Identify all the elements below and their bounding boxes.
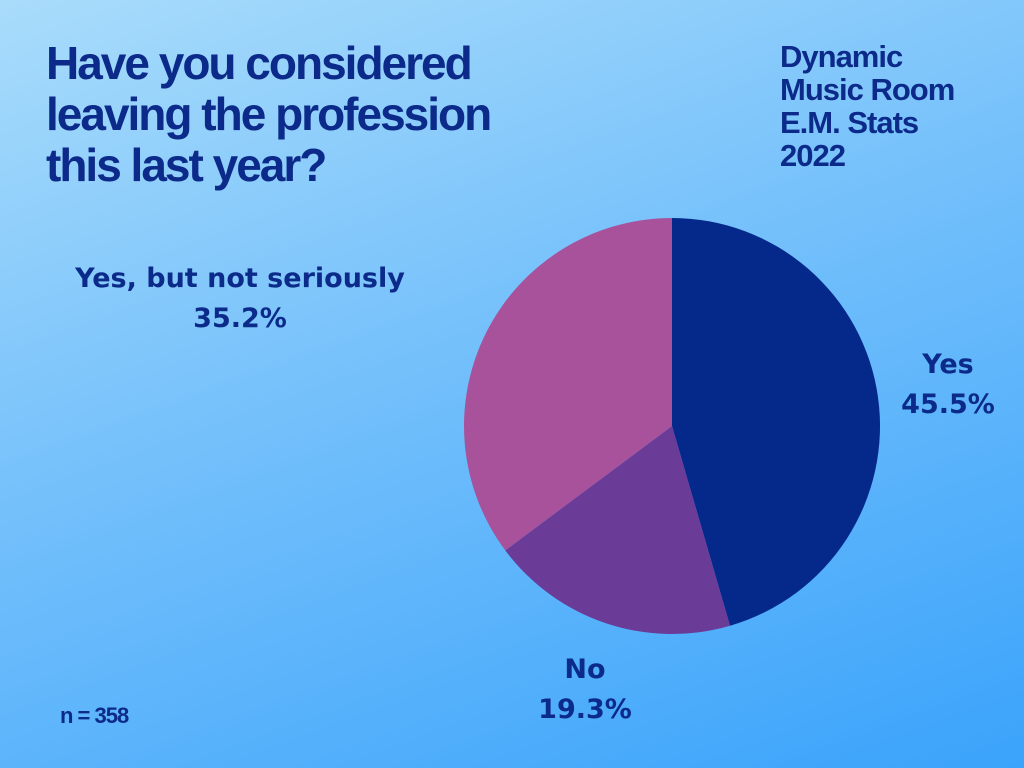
pie-slice-yes-but-not-seriously — [463, 218, 672, 551]
slice-label-name: Yes — [922, 349, 974, 380]
pie-slice-yes — [672, 218, 881, 626]
slice-label-no: No 19.3% — [520, 650, 650, 730]
brand-line: 2022 — [780, 138, 846, 173]
slice-label-name: No — [564, 654, 606, 685]
pie-slice-no — [505, 426, 731, 635]
sample-size-note: n = 358 — [60, 703, 129, 728]
chart-title-line: this last year? — [46, 139, 327, 191]
brand-line: Dynamic — [780, 39, 903, 74]
slice-label-value: 45.5% — [901, 389, 995, 420]
brand-line: E.M. Stats — [780, 105, 919, 140]
slice-label-value: 35.2% — [193, 303, 287, 334]
brand-block: Dynamic Music Room E.M. Stats 2022 — [780, 40, 1010, 172]
chart-title: Have you considered leaving the professi… — [46, 38, 646, 191]
slice-label-value: 19.3% — [538, 694, 632, 725]
slice-label-yes: Yes 45.5% — [888, 345, 1008, 425]
brand-line: Music Room — [780, 72, 955, 107]
chart-title-line: leaving the profession — [46, 88, 492, 140]
slice-label-not-seriously: Yes, but not seriously 35.2% — [40, 259, 440, 339]
chart-title-line: Have you considered — [46, 37, 473, 89]
slice-label-name: Yes, but not seriously — [75, 263, 405, 294]
